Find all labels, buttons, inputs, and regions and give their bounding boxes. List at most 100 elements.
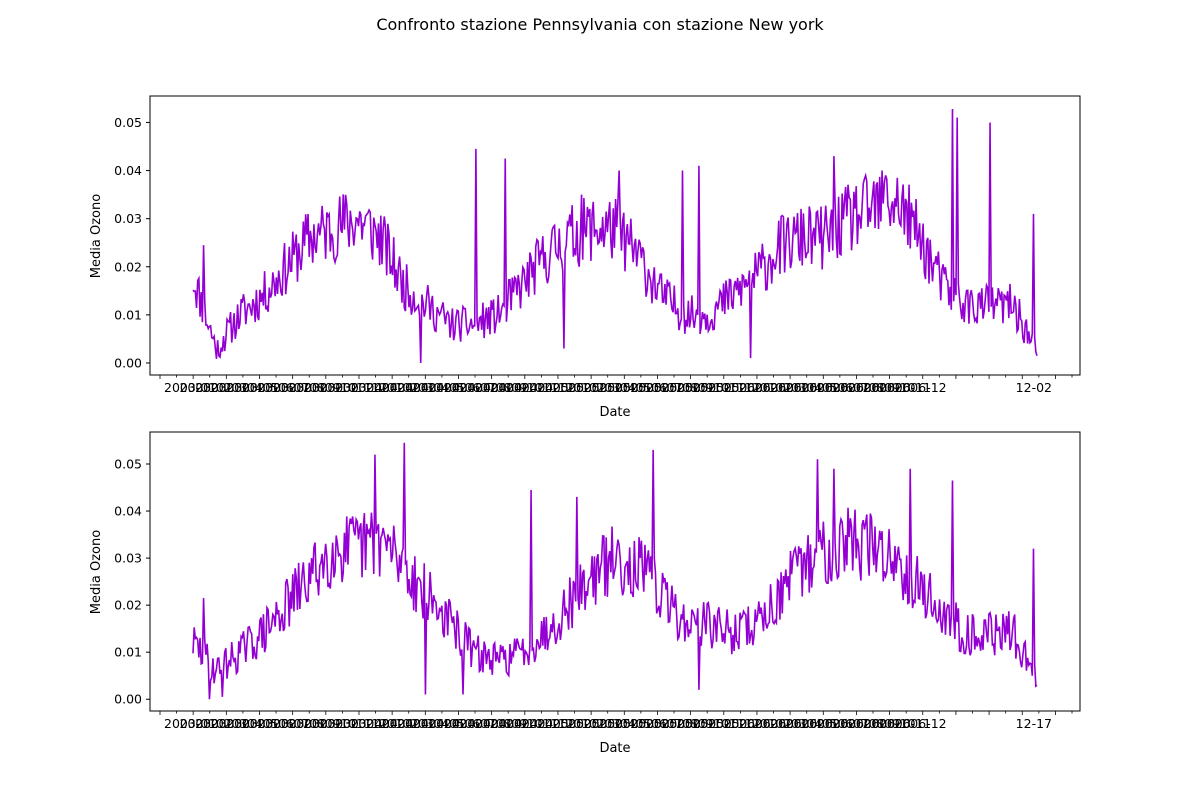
- x-tick-label: 2005-04: [584, 716, 636, 731]
- axes-new-york: 0.000.010.020.030.040.05 2003-012003-022…: [89, 431, 1081, 756]
- x-tick-label: 2004-07: [444, 716, 496, 731]
- x-tick-label: 2004-09: [475, 716, 527, 731]
- x-tick-label: 2005-11: [692, 380, 744, 395]
- x-tick-label: 2006-07: [817, 716, 869, 731]
- x-tick-label: 2004-01: [350, 380, 402, 395]
- x-tick-label: 2005-08: [646, 380, 698, 395]
- x-tick-label: 2003-10: [304, 380, 356, 395]
- x-tick-label: 2003-05: [226, 380, 278, 395]
- x-tick-label: 2003-04: [211, 716, 263, 731]
- x-tick-label: 2006-02: [739, 380, 791, 395]
- x-tick-label: 2006-02: [739, 716, 791, 731]
- x-tick-label: 2005-02: [553, 380, 605, 395]
- y-tick-label: 0.00: [114, 692, 142, 707]
- x-tick-label: 2006-03: [755, 716, 807, 731]
- x-tick-label: 2004-12: [521, 716, 573, 731]
- x-tick-label: 2003-06: [242, 716, 294, 731]
- axes-frame: [149, 431, 1081, 712]
- axes-pennsylvania: 0.000.010.020.030.040.05 2003-012003-022…: [89, 95, 1081, 420]
- x-tick-label: 2005-12: [708, 380, 760, 395]
- x-tick-label: 2004-05: [413, 716, 465, 731]
- x-tick-label: 2005-10: [677, 380, 729, 395]
- x-tick-label: 2003-02: [180, 380, 232, 395]
- y-axis: 0.00 0.01 0.02 0.03 0.04 0.05: [114, 115, 150, 370]
- x-tick-label: 2004-08: [459, 716, 511, 731]
- x-tick-label: 2006-07: [817, 380, 869, 395]
- x-tick-label: 2006-12: [894, 716, 946, 731]
- x-tick-label: 2006-09: [848, 380, 900, 395]
- y-tick-label: 0.05: [114, 115, 142, 130]
- x-tick-label: 2005-06: [615, 380, 667, 395]
- x-tick-label: 2005-01: [537, 380, 589, 395]
- x-tick-label: 2005-05: [599, 380, 651, 395]
- x-tick-label: 2004-05: [413, 380, 465, 395]
- x-tick-label: 2003-12: [335, 380, 387, 395]
- x-tick-label: 2006-10: [863, 380, 915, 395]
- x-tick-label: 2006-03: [755, 380, 807, 395]
- y-tick-label: 0.01: [114, 307, 142, 322]
- x-tick-label: 2005-07: [630, 716, 682, 731]
- x-tick-label: 2004-11: [506, 380, 558, 395]
- x-tick-label: 2003-03: [195, 380, 247, 395]
- x-tick-label: 2003-10: [304, 716, 356, 731]
- x-tick-label: 2006-01: [723, 716, 775, 731]
- y-tick-label: 0.02: [114, 259, 142, 274]
- y-axis: 0.00 0.01 0.02 0.03 0.04 0.05: [114, 456, 150, 707]
- x-tick-label: 2006-08: [832, 716, 884, 731]
- x-tick-label: 2004-04: [397, 716, 449, 731]
- x-tick-label: 12-17: [1016, 716, 1052, 731]
- x-tick-label: 2004-09: [475, 380, 527, 395]
- x-tick-label: 2004-03: [382, 716, 434, 731]
- x-axis: 2003-012003-022003-032003-042003-052003-…: [159, 711, 1073, 731]
- x-tick-label: 2005-10: [677, 716, 729, 731]
- x-tick-label: 2003-07: [257, 716, 309, 731]
- x-tick-label: 2005-01: [537, 716, 589, 731]
- y-tick-label: 0.04: [114, 163, 142, 178]
- x-tick-label: 2006-05: [786, 380, 838, 395]
- x-tick-label: 2003-01: [164, 380, 216, 395]
- x-tick-label: 2004-10: [490, 380, 542, 395]
- x-tick-label: 2003-06: [242, 380, 294, 395]
- x-tick-label: 2004-12: [521, 380, 573, 395]
- x-tick-label: 2006-09: [848, 716, 900, 731]
- x-tick-label: 2003-03: [195, 716, 247, 731]
- x-tick-label: 2004-02: [366, 380, 418, 395]
- x-tick-label: 2006-06: [801, 380, 853, 395]
- x-tick-label: 2003-11: [319, 716, 371, 731]
- x-tick-label: 2003-09: [288, 716, 340, 731]
- x-tick-label: 2003-08: [273, 716, 325, 731]
- y-tick-label: 0.02: [114, 598, 142, 613]
- x-tick-label: 2004-02: [366, 716, 418, 731]
- series-line-pennsylvania: [192, 108, 1038, 363]
- x-tick-label: 2003-01: [164, 716, 216, 731]
- x-tick-label: 12-02: [1016, 380, 1052, 395]
- x-tick-label: 2004-10: [490, 716, 542, 731]
- x-tick-label: 2003-07: [257, 380, 309, 395]
- x-tick-label: 2005-05: [599, 716, 651, 731]
- x-tick-label: 2005-02: [553, 716, 605, 731]
- x-tick-label: 2004-04: [397, 380, 449, 395]
- series-line-new-york: [192, 442, 1038, 700]
- x-tick-label: 2006-10: [863, 716, 915, 731]
- y-tick-label: 0.03: [114, 551, 142, 566]
- x-tick-label: 2004-06: [428, 716, 480, 731]
- x-tick-label: 2004-07: [444, 380, 496, 395]
- x-tick-label: 2003-05: [226, 716, 278, 731]
- x-axis: 2003-012003-022003-032003-042003-052003-…: [159, 375, 1073, 395]
- x-axis-label: Date: [599, 741, 630, 756]
- x-tick-label: 2005-09: [661, 716, 713, 731]
- x-tick-label: 2003-12: [335, 716, 387, 731]
- x-tick-label: 2003-02: [180, 716, 232, 731]
- x-tick-label: 2005-03: [568, 716, 620, 731]
- x-tick-label: 2005-04: [584, 380, 636, 395]
- axes-frame: [149, 95, 1081, 376]
- x-tick-label: 2003-11: [319, 380, 371, 395]
- x-tick-label: 2005-03: [568, 380, 620, 395]
- y-tick-label: 0.03: [114, 211, 142, 226]
- x-tick-label: 2004-01: [350, 716, 402, 731]
- x-tick-label: 2004-08: [459, 380, 511, 395]
- x-tick-label: 2005-09: [661, 380, 713, 395]
- x-tick-label: 2004-11: [506, 716, 558, 731]
- x-tick-label: 2003-08: [273, 380, 325, 395]
